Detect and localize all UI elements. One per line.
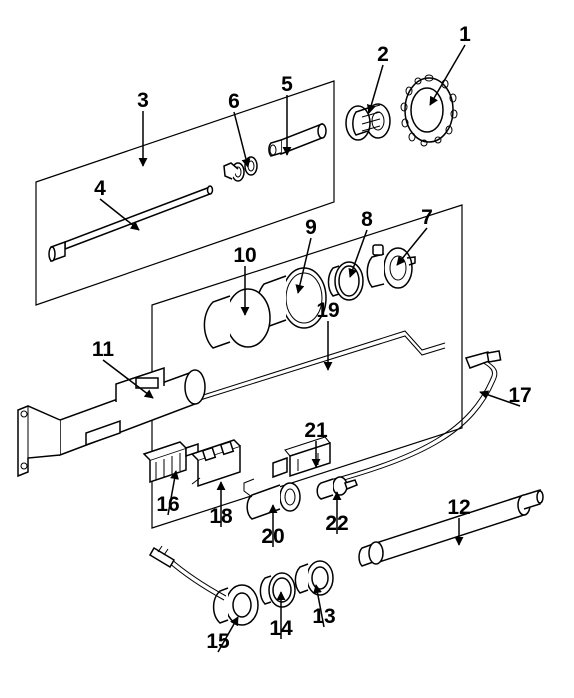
callout-label-12: 12: [447, 496, 470, 519]
callout-label-20: 20: [261, 525, 284, 548]
callout-label-13: 13: [312, 605, 335, 628]
callout-label-3: 3: [137, 89, 149, 112]
callout-label-7: 7: [421, 206, 433, 229]
callout-leader-6: [234, 112, 248, 167]
part-8-ring: [328, 262, 363, 300]
part-6-bushings: [224, 157, 257, 181]
part-20-lock-cylinder: [244, 479, 300, 519]
callout-label-9: 9: [305, 216, 317, 239]
callout-label-10: 10: [233, 244, 256, 267]
part-18-switch-housing: [192, 440, 240, 486]
callout-label-8: 8: [361, 208, 373, 231]
callout-label-5: 5: [281, 73, 293, 96]
part-1-dial: [401, 75, 457, 146]
callout-label-21: 21: [304, 419, 328, 442]
callout-label-17: 17: [508, 384, 531, 407]
part-2-collar: [346, 104, 390, 140]
part-15-sensor-ring: [150, 546, 258, 625]
upper-backdrop-panel: [36, 81, 334, 305]
callout-label-18: 18: [209, 505, 233, 528]
part-21-bracket: [273, 437, 330, 477]
exploded-parts-diagram: 12345678910111213141516171819202122: [0, 0, 574, 698]
callout-label-11: 11: [92, 338, 115, 361]
callout-label-1: 1: [459, 23, 471, 46]
part-14-washer: [260, 573, 295, 607]
callout-label-14: 14: [269, 617, 293, 640]
callout-label-4: 4: [94, 177, 106, 200]
callout-leader-7: [397, 228, 427, 265]
part-13-seal-ring: [295, 561, 333, 595]
part-10-inner-sleeve: [204, 289, 270, 348]
callout-label-16: 16: [156, 493, 179, 516]
callout-label-19: 19: [316, 299, 339, 322]
callout-label-6: 6: [228, 90, 240, 113]
callout-label-22: 22: [325, 512, 348, 535]
callout-label-2: 2: [377, 43, 389, 66]
part-17-cable-assembly: [330, 351, 501, 484]
callout-label-15: 15: [206, 630, 230, 653]
part-5-upper-short-shaft: [269, 124, 326, 156]
